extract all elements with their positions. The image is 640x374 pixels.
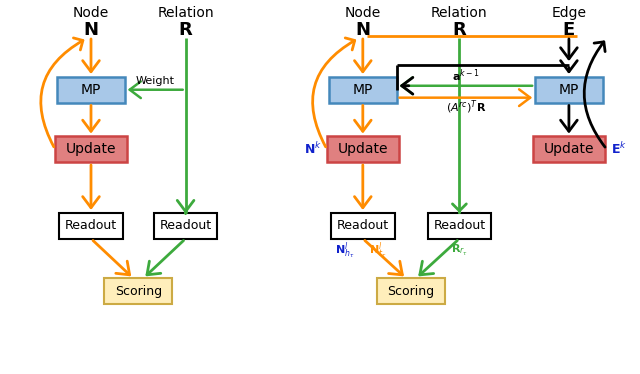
Text: $\mathbf{R}_{r_\tau}$: $\mathbf{R}_{r_\tau}$ <box>451 243 468 258</box>
FancyBboxPatch shape <box>331 213 395 239</box>
Text: Edge: Edge <box>552 6 586 20</box>
FancyBboxPatch shape <box>329 77 397 102</box>
Text: $\mathbf{a}^{k-1}$: $\mathbf{a}^{k-1}$ <box>452 68 480 84</box>
Text: Node: Node <box>345 6 381 20</box>
Text: Update: Update <box>543 142 594 156</box>
FancyBboxPatch shape <box>533 137 605 162</box>
FancyBboxPatch shape <box>59 213 123 239</box>
Text: MP: MP <box>559 83 579 97</box>
Text: MP: MP <box>81 83 101 97</box>
Text: Readout: Readout <box>433 219 486 232</box>
Text: Readout: Readout <box>159 219 212 232</box>
FancyBboxPatch shape <box>428 213 492 239</box>
Text: Scoring: Scoring <box>388 285 435 298</box>
Text: $\mathbf{N}^l_{t_\tau}$: $\mathbf{N}^l_{t_\tau}$ <box>369 240 387 261</box>
Text: Update: Update <box>337 142 388 156</box>
FancyBboxPatch shape <box>327 137 399 162</box>
Text: Update: Update <box>66 142 116 156</box>
Text: $\mathbf{N}$: $\mathbf{N}$ <box>355 21 371 39</box>
Text: Scoring: Scoring <box>115 285 162 298</box>
FancyBboxPatch shape <box>377 278 445 304</box>
Text: Node: Node <box>73 6 109 20</box>
FancyBboxPatch shape <box>535 77 603 102</box>
Text: $\mathbf{N}^k$: $\mathbf{N}^k$ <box>304 141 322 157</box>
Text: Readout: Readout <box>337 219 389 232</box>
Text: $\mathbf{R}$: $\mathbf{R}$ <box>452 21 467 39</box>
FancyBboxPatch shape <box>55 137 127 162</box>
Text: $(A^{rc})^T\mathbf{R}$: $(A^{rc})^T\mathbf{R}$ <box>445 99 486 116</box>
Text: $\mathbf{E}^k$: $\mathbf{E}^k$ <box>611 141 627 157</box>
FancyBboxPatch shape <box>57 77 125 102</box>
Text: $\mathbf{N}^l_{h_\tau}$: $\mathbf{N}^l_{h_\tau}$ <box>335 240 355 261</box>
Text: $\mathbf{N}$: $\mathbf{N}$ <box>83 21 99 39</box>
Text: $\mathbf{R}$: $\mathbf{R}$ <box>178 21 193 39</box>
Text: Weight: Weight <box>136 76 175 86</box>
Text: Relation: Relation <box>431 6 488 20</box>
FancyBboxPatch shape <box>154 213 218 239</box>
Text: Relation: Relation <box>157 6 214 20</box>
Text: $\mathbf{E}$: $\mathbf{E}$ <box>563 21 575 39</box>
Text: Readout: Readout <box>65 219 117 232</box>
Text: MP: MP <box>353 83 373 97</box>
FancyBboxPatch shape <box>104 278 172 304</box>
